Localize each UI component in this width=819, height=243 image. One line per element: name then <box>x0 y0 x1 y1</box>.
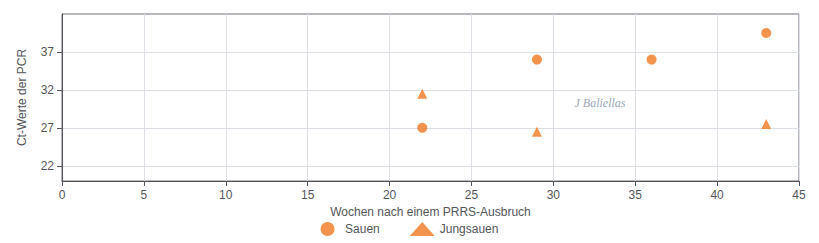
svg-text:35: 35 <box>629 188 643 202</box>
svg-text:32: 32 <box>41 83 55 97</box>
svg-text:20: 20 <box>383 188 397 202</box>
svg-text:25: 25 <box>465 188 479 202</box>
svg-text:Wochen nach einem PRRS-Ausbruc: Wochen nach einem PRRS-Ausbruch <box>330 205 531 219</box>
svg-text:J Baliellas: J Baliellas <box>575 96 626 110</box>
svg-text:0: 0 <box>59 188 66 202</box>
svg-text:Ct-Werte der PCR: Ct-Werte der PCR <box>15 49 29 146</box>
svg-text:37: 37 <box>41 45 55 59</box>
svg-text:30: 30 <box>547 188 561 202</box>
svg-text:45: 45 <box>792 188 806 202</box>
svg-text:15: 15 <box>301 188 315 202</box>
svg-text:22: 22 <box>41 159 55 173</box>
svg-text:10: 10 <box>219 188 233 202</box>
svg-text:27: 27 <box>41 121 55 135</box>
svg-text:Sauen: Sauen <box>345 222 380 236</box>
svg-text:Jungsauen: Jungsauen <box>440 222 499 236</box>
svg-text:40: 40 <box>710 188 724 202</box>
svg-text:5: 5 <box>141 188 148 202</box>
